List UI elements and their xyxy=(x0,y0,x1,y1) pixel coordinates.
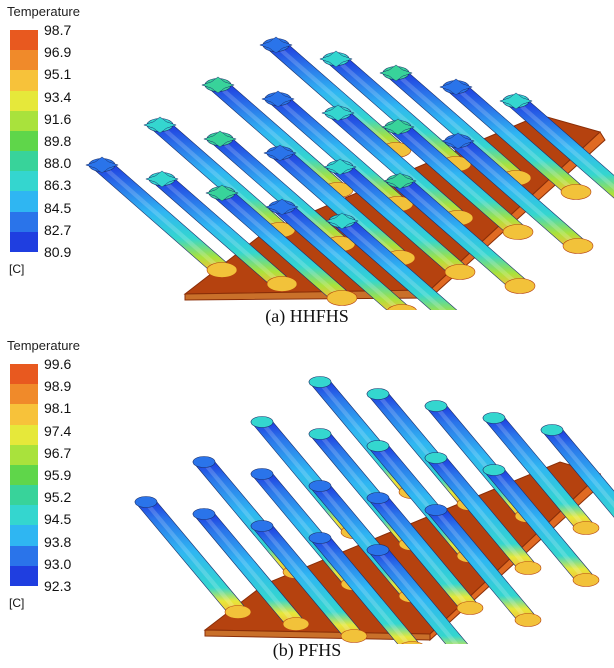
colorbar-segment xyxy=(10,424,38,446)
colorbar-segment xyxy=(10,525,38,547)
colorbar-tick-label: 98.9 xyxy=(44,378,72,395)
colorbar-segment xyxy=(10,211,38,233)
colorbar-tick-label: 98.7 xyxy=(44,22,72,38)
legend-title: Temperature xyxy=(7,4,80,19)
colorbar-tick-label: 86.3 xyxy=(44,177,72,194)
colorbar-segment xyxy=(10,485,38,506)
fin xyxy=(323,158,476,280)
fin xyxy=(250,520,368,643)
colorbar-segment xyxy=(10,384,38,405)
figure-panel-pfhs: Temperature 99.6 98.9 98.1 97.4 96.7 95.9 95.2… xyxy=(0,334,614,668)
colorbar-tick-label: 96.7 xyxy=(44,444,72,461)
fin xyxy=(201,76,354,198)
colorbar-segment xyxy=(10,364,38,385)
fin xyxy=(85,156,238,278)
colorbar-segment xyxy=(10,130,38,152)
colorbar-segment xyxy=(10,231,38,253)
fin xyxy=(308,532,423,644)
unit-label: [C] xyxy=(9,262,25,276)
fin xyxy=(441,132,594,254)
fin xyxy=(259,36,412,158)
colorbar-segment xyxy=(10,110,38,132)
colorbar-segment xyxy=(10,545,38,567)
colorbar xyxy=(10,364,38,587)
colorbar-segment xyxy=(10,565,38,587)
fin xyxy=(482,412,600,535)
colorbar-segment xyxy=(10,505,38,526)
colorbar-tick-label: 84.5 xyxy=(44,199,72,216)
colorbar-tick-label: 94.5 xyxy=(44,511,72,528)
fin xyxy=(192,508,310,631)
colorbar-tick-label: 89.8 xyxy=(44,133,72,149)
fin xyxy=(482,464,600,587)
colorbar-tick-label: 80.9 xyxy=(44,244,72,260)
colorbar-segment xyxy=(10,90,38,112)
colorbar-segment xyxy=(10,171,38,192)
colorbar-tick-label: 99.6 xyxy=(44,356,72,372)
fin xyxy=(381,118,534,240)
colorbar-tick-label: 98.1 xyxy=(44,400,72,417)
fin xyxy=(383,172,536,294)
colorbar-tick-label: 93.0 xyxy=(44,555,72,572)
colorbar-tick-label: 82.7 xyxy=(44,221,72,238)
colorbar-tick-label: 88.0 xyxy=(44,155,72,172)
fin xyxy=(145,170,298,292)
caption: (b) PFHS xyxy=(272,640,342,660)
colorbar-segment xyxy=(10,191,38,213)
fin xyxy=(424,504,542,627)
fin xyxy=(424,452,542,575)
colorbar-segment xyxy=(10,50,38,71)
colorbar-segment xyxy=(10,70,38,92)
colorbar-segment xyxy=(10,444,38,466)
fin xyxy=(203,130,356,252)
colorbar-tick-label: 97.4 xyxy=(44,422,72,439)
fin xyxy=(134,496,252,619)
colorbar-segment xyxy=(10,464,38,486)
fin xyxy=(325,212,458,310)
colorbar-tick-label: 95.2 xyxy=(44,489,72,506)
colorbar-tick-label: 96.9 xyxy=(44,44,72,61)
fin xyxy=(205,184,358,306)
unit-label: [C] xyxy=(9,596,25,610)
fin xyxy=(439,78,592,200)
colorbar-tick-label: 91.6 xyxy=(44,110,72,127)
colorbar-tick-label: 95.9 xyxy=(44,467,72,483)
fin xyxy=(499,92,614,199)
colorbar-segment xyxy=(10,404,38,426)
fin xyxy=(379,64,532,186)
fin xyxy=(319,50,472,172)
colorbar-tick-label: 92.3 xyxy=(44,578,72,594)
legend-title: Temperature xyxy=(7,338,80,353)
heat-sink-render-pfhs xyxy=(134,376,614,644)
fin xyxy=(366,544,469,644)
caption: (a) HHFHS xyxy=(265,306,349,326)
heat-sink-render-hhfhs xyxy=(85,36,614,310)
colorbar-segment xyxy=(10,30,38,51)
fin xyxy=(540,424,614,518)
fin xyxy=(366,492,484,615)
colorbar xyxy=(10,30,38,253)
fin xyxy=(265,198,417,310)
colorbar-segment xyxy=(10,151,38,172)
fin xyxy=(143,116,296,238)
colorbar-tick-label: 93.4 xyxy=(44,88,72,105)
colorbar-tick-label: 93.8 xyxy=(44,533,72,550)
colorbar-tick-label: 95.1 xyxy=(44,66,72,83)
figure-panel-hhfhs: Temperature 98.7 96.9 95.1 93.4 91.6 89.8 88.0… xyxy=(7,4,614,326)
